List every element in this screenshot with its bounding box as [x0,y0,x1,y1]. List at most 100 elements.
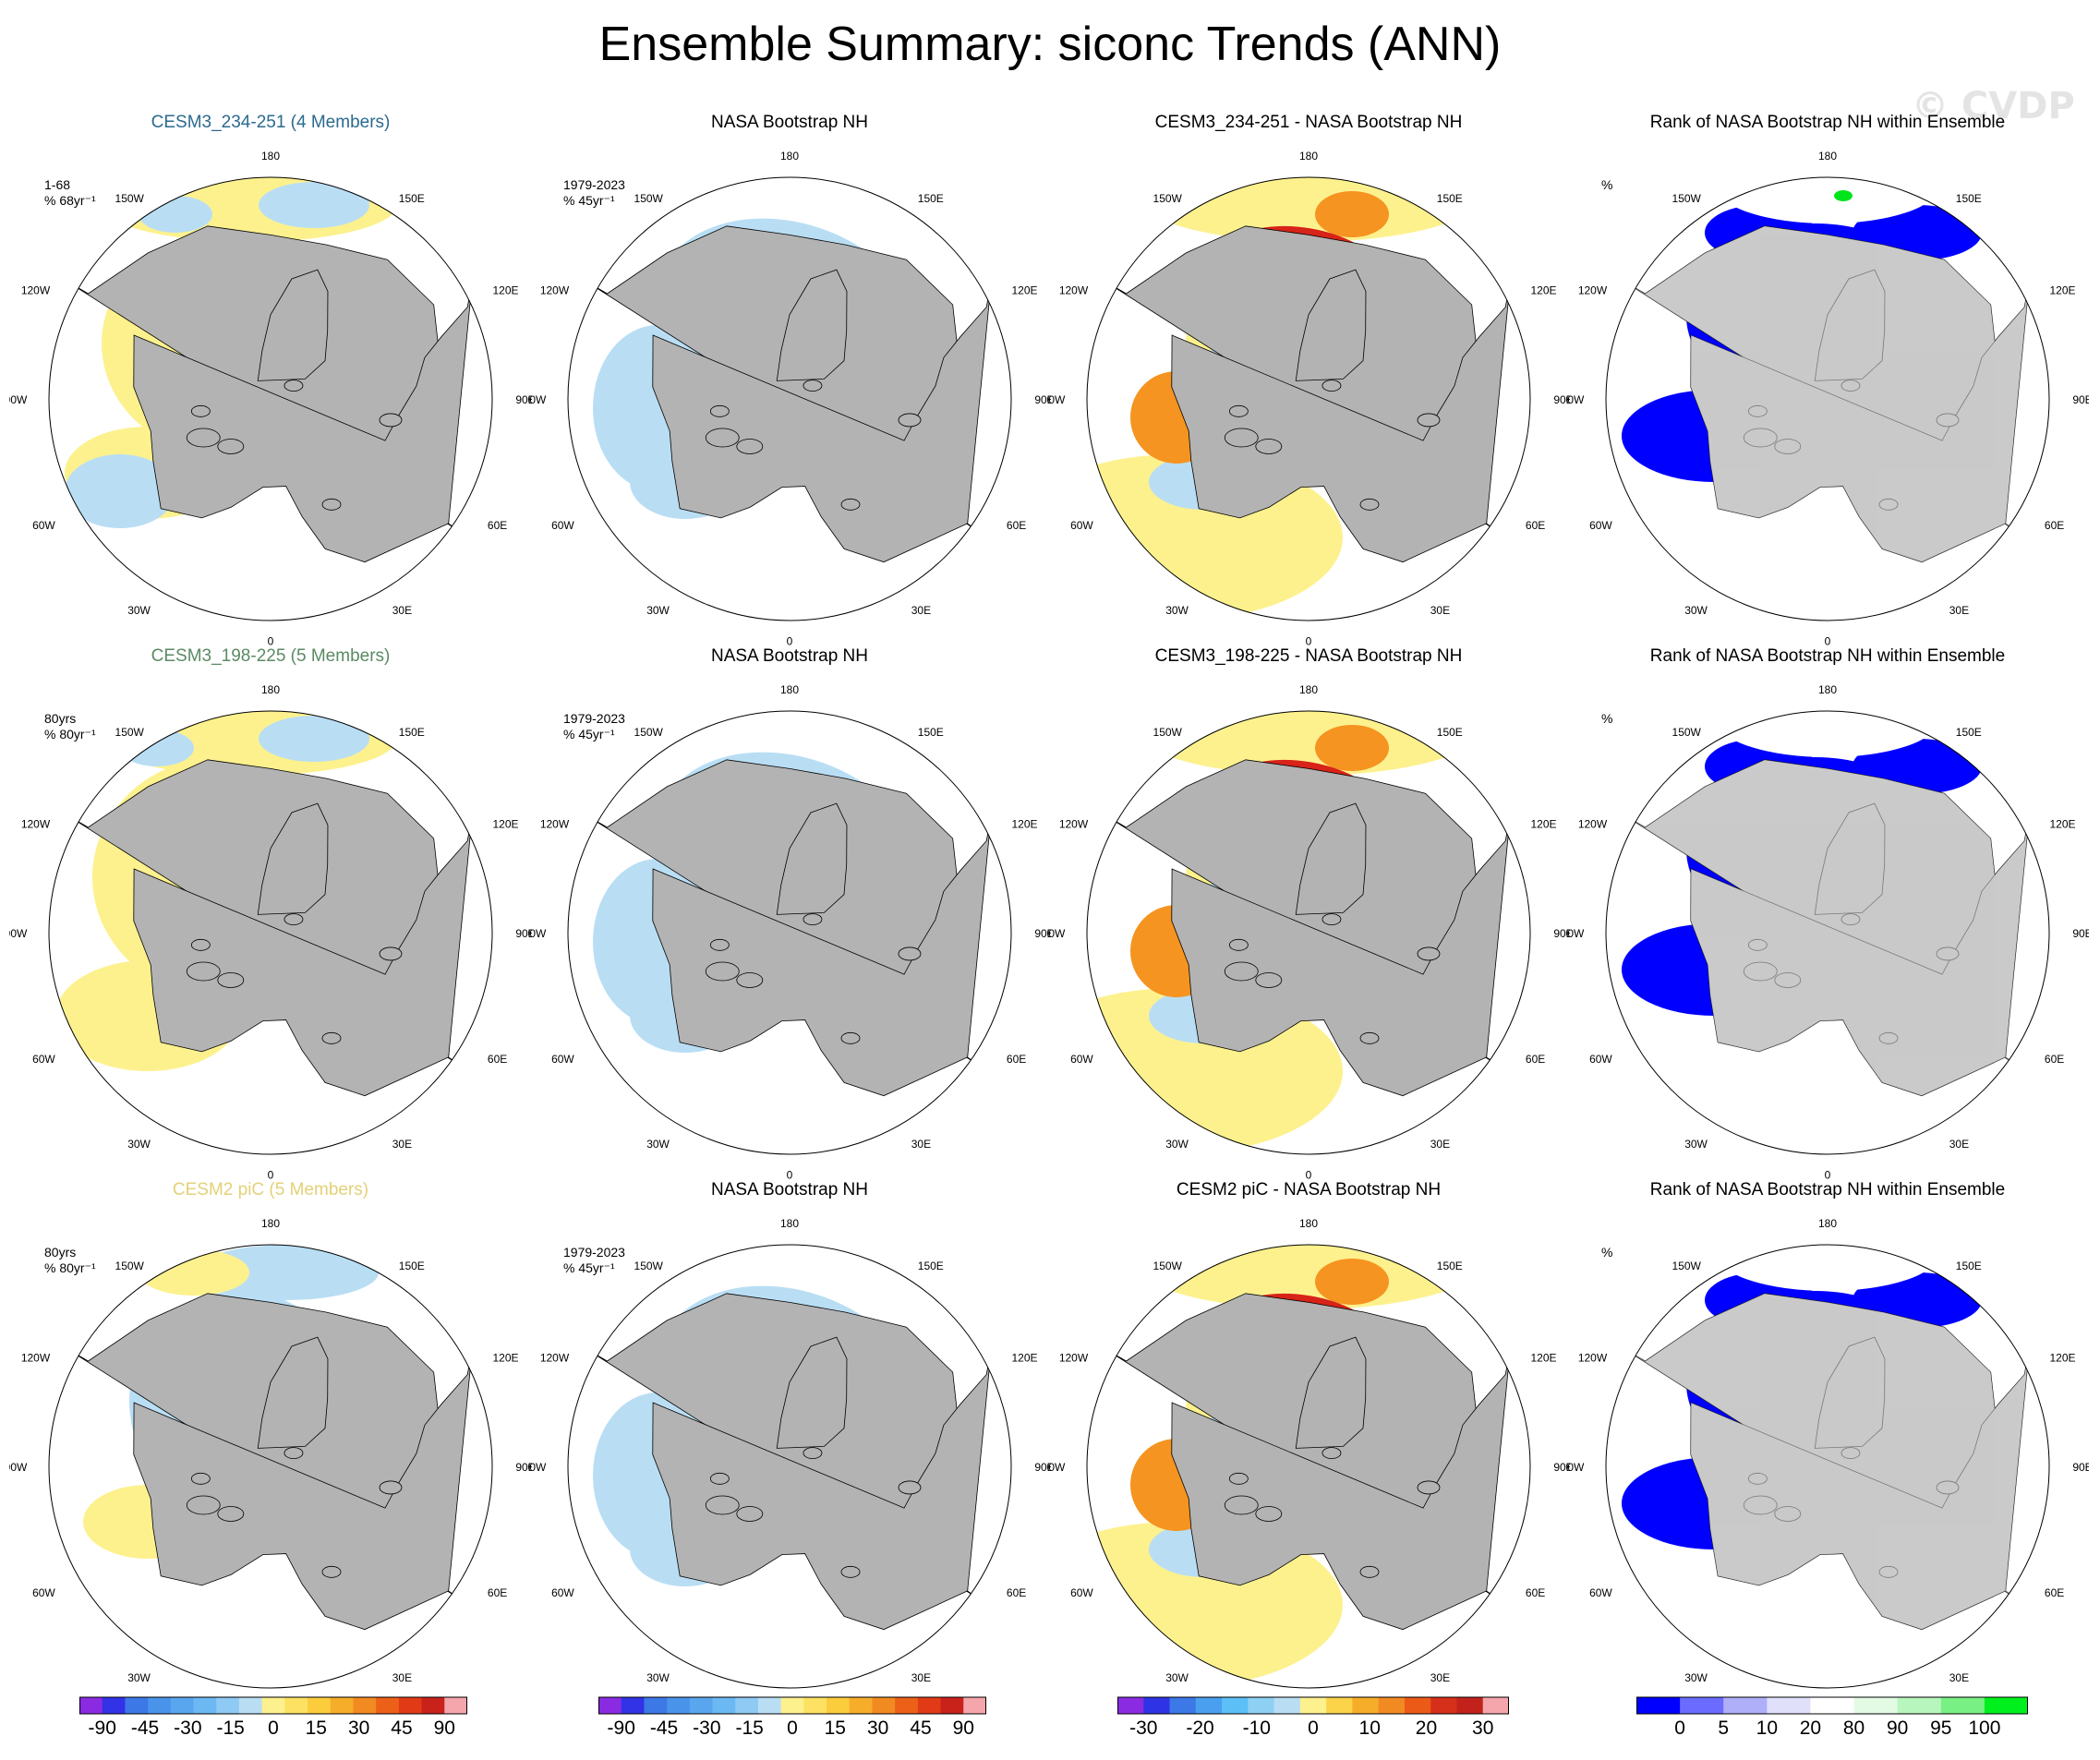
colorbar-swatch [1273,1697,1301,1714]
colorbar-model: -90 -45 -30 -15 0 15 30 45 90 [79,1695,468,1751]
polar-map: 180 150E 120E 90E 60E 30E 0 30W 60W 90W 120W 150W [1047,150,1570,648]
colorbar-swatch [170,1697,195,1714]
polar-map: 180 150E 120E 90E 60E 30E 0 30W 60W 90W 120W 150W [528,150,1051,648]
compass-label: 30W [646,604,670,617]
compass-label: 120W [1578,1351,1608,1364]
colorbar-tick-label: 10 [1358,1718,1381,1739]
compass-label: 0 [268,1169,274,1182]
compass-label: 120E [1011,1351,1037,1364]
colorbar-swatch [1222,1697,1249,1714]
colorbar-swatch [284,1697,308,1714]
colorbar-swatch [963,1697,987,1714]
compass-label: 180 [261,683,280,696]
panel-period-label: % [1601,711,1613,726]
colorbar-tick-label: 30 [866,1718,889,1739]
compass-label: 150W [115,726,145,739]
panel-period-label: 1-68 % 68yr⁻¹ [44,177,96,208]
compass-label: 90W [528,927,547,940]
colorbar-swatches [1636,1696,2029,1715]
compass-label: 60W [1070,1053,1093,1066]
colorbar-swatch [872,1697,896,1714]
compass-label: 30W [127,604,151,617]
compass-label: 180 [1818,1217,1837,1230]
compass-label: 0 [268,635,274,648]
compass-label: 60E [488,519,507,532]
compass-label: 150E [1956,1260,1982,1272]
compass-label: 30E [911,1138,931,1151]
compass-label: 90W [9,1461,28,1474]
colorbar-swatch [1117,1697,1144,1714]
colorbar-tick-label: 20 [1415,1718,1438,1739]
compass-label: 60W [1589,519,1612,532]
colorbar-swatch [1482,1697,1510,1714]
colorbar-swatch [444,1697,468,1714]
compass-label: 180 [1299,1217,1318,1230]
polar-map: 180 150E 120E 90E 60E 30E 0 30W 60W 90W 120W 150W [528,683,1051,1182]
panel-title: CESM2 piC (5 Members) [172,1180,369,1199]
panel-title: NASA Bootstrap NH [710,646,869,666]
compass-label: 90W [1566,393,1585,406]
colorbar-swatch [1378,1697,1406,1714]
compass-label: 30W [1165,1138,1189,1151]
compass-label: 30E [1430,1671,1450,1684]
colorbar-tick-label: -15 [735,1718,764,1739]
compass-label: 60W [551,1053,574,1066]
compass-label: 0 [1825,635,1831,648]
colorbar-tick-label: 80 [1842,1718,1865,1739]
map-panel-model: CESM3_198-225 (5 Members) 180 150E 120E 90E 6… [9,646,532,1182]
land-masses [1106,225,1511,563]
compass-label: 60E [1526,1586,1545,1599]
watermark: © CVDP [1912,85,2075,127]
colorbar-tick-label: -15 [216,1718,245,1739]
compass-label: 90E [1553,1461,1570,1474]
compass-label: 60W [551,519,574,532]
compass-label: 30E [911,604,931,617]
colorbar-swatch [1195,1697,1223,1714]
colorbar-swatch [330,1697,354,1714]
compass-label: 30E [392,1138,412,1151]
colorbar-tick-label: 95 [1930,1718,1952,1739]
colorbar-swatch [1326,1697,1353,1714]
compass-label: 90W [1566,1461,1585,1474]
colorbar-tick-label: 0 [1308,1718,1319,1739]
compass-label: 60W [1070,1586,1093,1599]
compass-label: 30W [646,1138,670,1151]
colorbar-swatches [598,1696,987,1715]
colorbar-swatch [1723,1697,1768,1714]
panel-title: CESM2 piC - NASA Bootstrap NH [1176,1180,1442,1199]
compass-label: 150W [115,1260,145,1272]
colorbar-swatch [1940,1697,1985,1714]
compass-label: 120W [540,817,570,830]
colorbar-swatch [667,1697,691,1714]
colorbar-tick-label: -30 [1129,1718,1158,1739]
colorbar-swatch [102,1697,126,1714]
colorbar-tick-label: 15 [305,1718,327,1739]
compass-label: 90W [9,393,28,406]
colorbar-swatch [895,1697,919,1714]
colorbar-swatch [644,1697,668,1714]
colorbar-swatch [940,1697,964,1714]
compass-label: 150E [399,726,425,739]
colorbar-swatch [216,1697,240,1714]
colorbar-swatch [1248,1697,1275,1714]
compass-label: 150W [1153,1260,1183,1272]
colorbar-tick-label: -20 [1186,1718,1214,1739]
compass-label: 90E [515,927,532,940]
colorbar-swatch [803,1697,827,1714]
compass-label: 90W [528,393,547,406]
colorbar-tick-label: 0 [268,1718,279,1739]
colorbar-swatch [1636,1697,1681,1714]
colorbar-tick-label: 90 [433,1718,455,1739]
colorbar-swatch [79,1697,103,1714]
land-masses [587,759,992,1097]
compass-label: 120E [2049,817,2075,830]
colorbar-tick-label: -90 [88,1718,116,1739]
colorbar-swatch [421,1697,445,1714]
colorbar-swatch [125,1697,149,1714]
colorbar-tick-label: 90 [952,1718,974,1739]
colorbar-swatch [376,1697,400,1714]
compass-label: 30E [1949,1671,1969,1684]
map-panel-obs: NASA Bootstrap NH 180 150E 120E 90E 60E 30E 0 30… [528,646,1051,1182]
compass-label: 180 [261,150,280,163]
